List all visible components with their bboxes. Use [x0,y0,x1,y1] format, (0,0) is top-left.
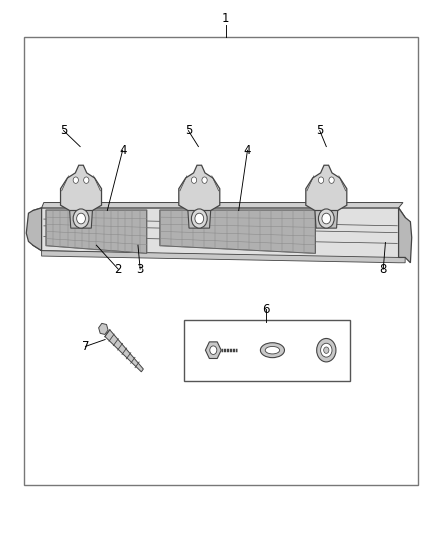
Text: 4: 4 [119,144,127,157]
Bar [184,320,350,381]
Polygon shape [315,211,338,228]
Text: 5: 5 [60,124,67,137]
Polygon shape [105,330,143,372]
Circle shape [84,177,89,183]
Polygon shape [60,165,102,211]
Circle shape [191,177,197,183]
Polygon shape [205,342,221,359]
Circle shape [77,213,85,224]
Circle shape [318,209,334,228]
Circle shape [195,213,204,224]
Text: 7: 7 [81,340,89,353]
Polygon shape [306,165,347,211]
Polygon shape [99,324,108,335]
Polygon shape [179,165,220,211]
Circle shape [318,177,324,183]
Circle shape [202,177,207,183]
Text: 8: 8 [380,263,387,276]
Circle shape [329,177,334,183]
Text: 5: 5 [316,124,323,137]
Polygon shape [33,208,405,260]
Polygon shape [46,210,147,253]
Polygon shape [70,211,92,228]
Circle shape [322,213,331,224]
Text: 6: 6 [262,303,270,316]
Text: 3: 3 [137,263,144,276]
Circle shape [191,209,207,228]
Polygon shape [399,208,412,263]
Text: 2: 2 [114,263,122,276]
Circle shape [317,338,336,362]
Polygon shape [188,211,211,228]
Polygon shape [160,210,315,253]
Circle shape [73,177,78,183]
Ellipse shape [260,343,285,358]
Circle shape [324,347,329,353]
Ellipse shape [265,346,279,354]
Bar [24,37,418,485]
Text: 4: 4 [244,144,251,157]
Circle shape [73,209,89,228]
Circle shape [210,346,217,354]
Text: 5: 5 [185,124,192,137]
Circle shape [321,343,332,357]
Text: 1: 1 [222,12,230,25]
Polygon shape [42,251,405,263]
Polygon shape [42,203,403,208]
Polygon shape [26,208,42,251]
